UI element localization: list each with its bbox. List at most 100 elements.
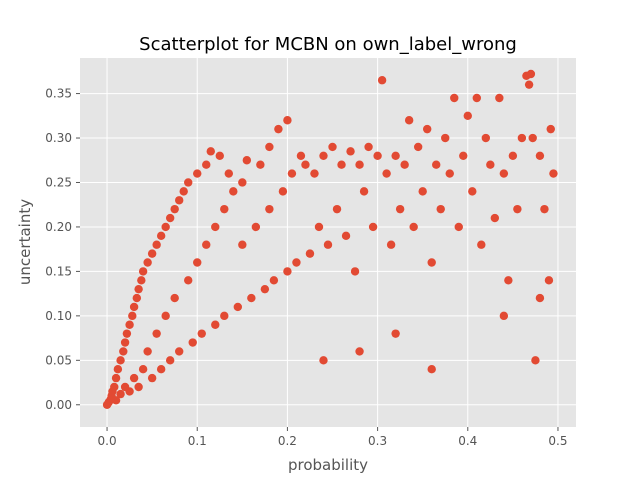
data-point bbox=[459, 151, 468, 161]
data-point bbox=[418, 187, 427, 196]
data-point bbox=[116, 389, 125, 399]
data-point bbox=[504, 276, 513, 285]
data-point bbox=[544, 276, 554, 285]
data-point bbox=[481, 133, 491, 143]
data-point bbox=[323, 240, 333, 249]
data-point bbox=[368, 222, 378, 232]
data-point bbox=[128, 311, 137, 321]
data-point bbox=[224, 169, 233, 178]
data-point bbox=[233, 302, 243, 312]
data-point bbox=[111, 373, 121, 383]
data-point bbox=[220, 204, 229, 214]
data-point bbox=[355, 347, 364, 356]
data-point bbox=[156, 231, 166, 241]
y-tick-label: 0.25 bbox=[45, 175, 72, 189]
data-point bbox=[413, 142, 423, 152]
data-point bbox=[122, 329, 132, 338]
y-tick-label: 0.30 bbox=[45, 131, 72, 145]
data-point bbox=[472, 93, 481, 103]
data-point bbox=[269, 276, 279, 285]
data-point bbox=[165, 356, 175, 365]
data-point bbox=[287, 169, 297, 178]
data-point bbox=[242, 156, 252, 165]
x-tick-label: 0.4 bbox=[458, 434, 477, 448]
data-point bbox=[129, 302, 139, 312]
data-point bbox=[179, 187, 188, 196]
data-point bbox=[138, 365, 148, 374]
x-tick-label: 0.1 bbox=[188, 434, 207, 448]
data-point bbox=[296, 151, 306, 161]
data-point bbox=[549, 169, 558, 178]
data-point bbox=[111, 396, 121, 405]
data-point bbox=[364, 142, 373, 152]
data-point bbox=[152, 240, 161, 249]
y-tick-label: 0.00 bbox=[45, 398, 72, 412]
data-point bbox=[395, 204, 405, 214]
data-point bbox=[137, 276, 146, 285]
data-point bbox=[427, 365, 436, 374]
data-point bbox=[110, 382, 119, 392]
data-point bbox=[477, 240, 486, 249]
data-point bbox=[265, 142, 274, 152]
data-point bbox=[409, 222, 418, 232]
data-point bbox=[468, 187, 477, 196]
data-point bbox=[454, 222, 463, 232]
data-point bbox=[305, 249, 315, 258]
data-point bbox=[147, 373, 157, 383]
data-point bbox=[391, 151, 400, 161]
data-point bbox=[170, 293, 179, 303]
data-point bbox=[341, 231, 351, 241]
data-point bbox=[206, 147, 215, 156]
data-point bbox=[134, 284, 143, 294]
data-point bbox=[310, 169, 319, 178]
y-tick-label: 0.35 bbox=[45, 87, 72, 101]
data-point bbox=[524, 80, 534, 89]
y-axis-ticks: 0.00 0.05 0.10 0.15 0.20 0.25 0.30 0.35 bbox=[45, 87, 80, 412]
x-tick-label: 0.5 bbox=[548, 434, 567, 448]
data-point bbox=[211, 320, 220, 329]
data-point bbox=[436, 204, 445, 214]
data-point bbox=[274, 124, 283, 134]
data-point bbox=[346, 147, 355, 156]
data-point bbox=[490, 213, 500, 223]
data-point bbox=[215, 151, 224, 161]
y-tick-label: 0.10 bbox=[45, 309, 72, 323]
chart-title: Scatterplot for MCBN on own_label_wrong bbox=[139, 34, 517, 55]
x-tick-label: 0.2 bbox=[278, 434, 297, 448]
data-point bbox=[314, 222, 324, 232]
data-point bbox=[256, 160, 265, 169]
data-point bbox=[134, 382, 143, 392]
data-point bbox=[143, 347, 152, 356]
data-point bbox=[423, 124, 432, 134]
data-point bbox=[165, 213, 175, 223]
data-point bbox=[238, 240, 247, 249]
data-point bbox=[535, 293, 545, 303]
data-point bbox=[197, 329, 206, 338]
data-point bbox=[508, 151, 518, 161]
data-point bbox=[499, 311, 509, 321]
data-point bbox=[386, 240, 396, 249]
data-point bbox=[441, 133, 450, 143]
data-point bbox=[161, 222, 170, 232]
data-point bbox=[495, 93, 504, 103]
data-point bbox=[184, 178, 193, 187]
y-tick-label: 0.05 bbox=[45, 353, 72, 367]
data-point bbox=[175, 196, 184, 205]
data-point bbox=[193, 169, 202, 178]
data-point bbox=[404, 116, 414, 125]
data-point bbox=[513, 204, 522, 214]
data-point bbox=[319, 356, 328, 365]
data-point bbox=[116, 356, 125, 365]
data-point bbox=[517, 133, 527, 143]
x-tick-label: 0.3 bbox=[368, 434, 387, 448]
y-axis-label: uncertainty bbox=[16, 199, 34, 285]
data-point bbox=[251, 222, 261, 232]
x-tick-label: 0.0 bbox=[98, 434, 117, 448]
data-point bbox=[445, 169, 454, 178]
data-point bbox=[283, 267, 292, 276]
data-point bbox=[528, 133, 537, 143]
data-point bbox=[229, 187, 238, 196]
data-points bbox=[102, 69, 558, 409]
data-point bbox=[175, 347, 184, 356]
